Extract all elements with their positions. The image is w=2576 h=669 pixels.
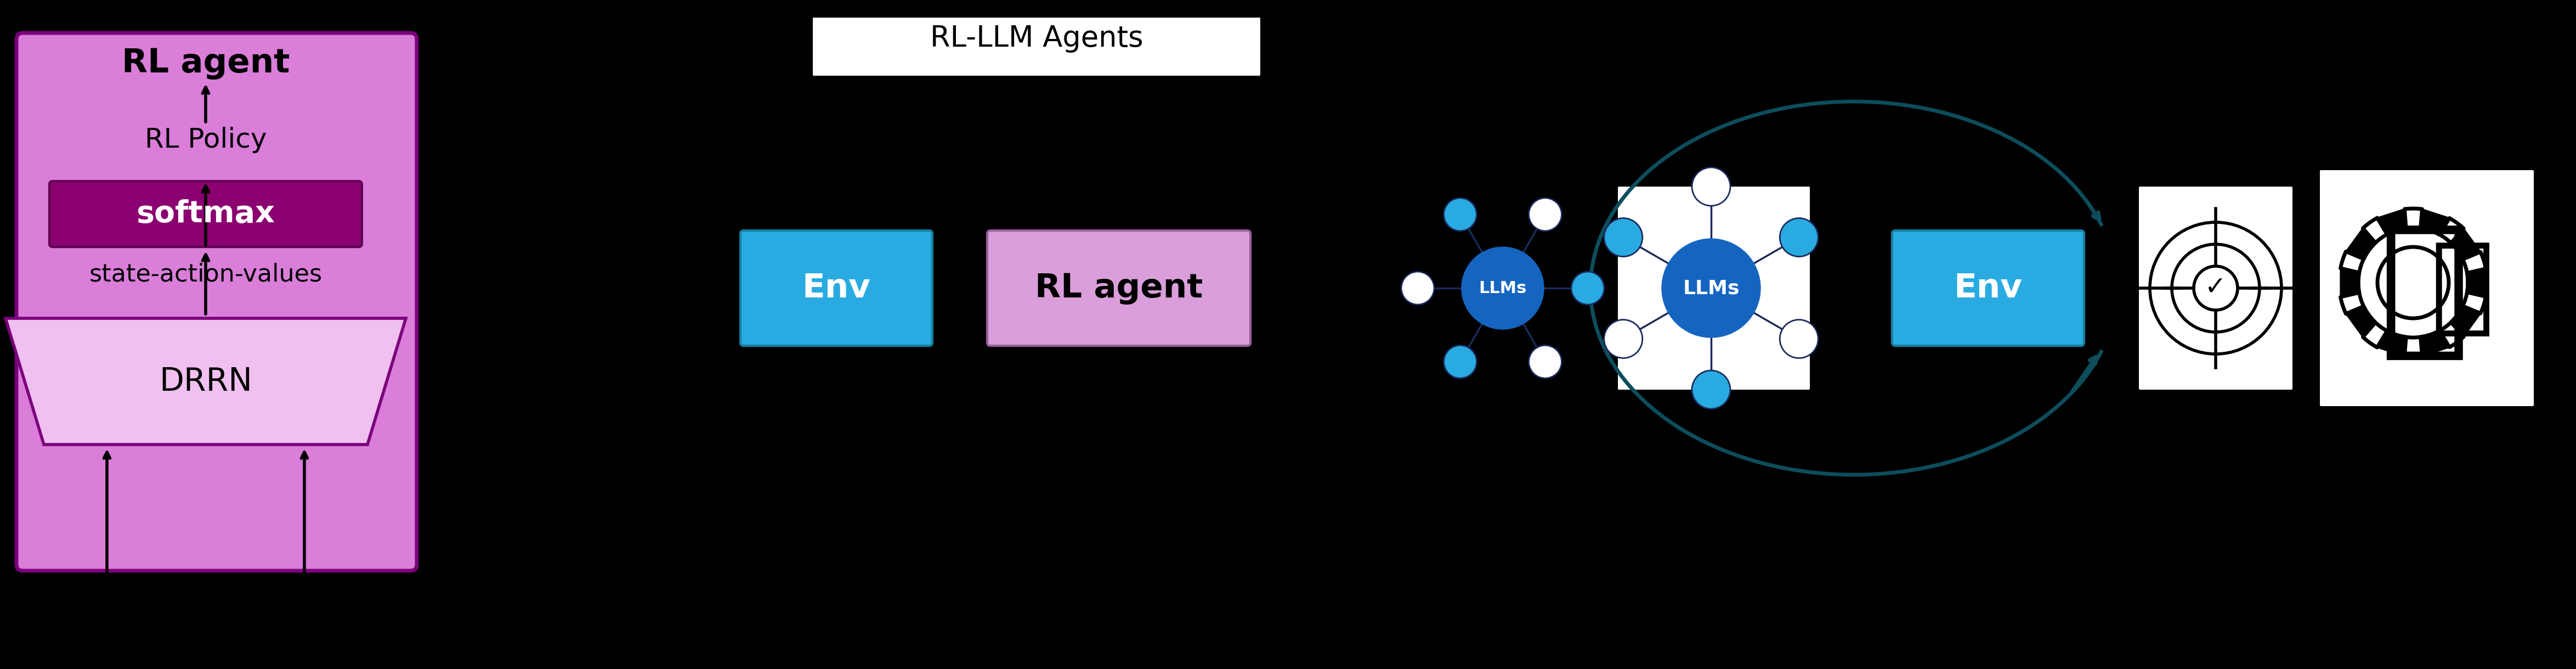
Circle shape [1605, 218, 1643, 257]
Polygon shape [2378, 331, 2406, 356]
Polygon shape [2452, 306, 2481, 336]
Polygon shape [5, 318, 407, 444]
Circle shape [1780, 320, 1819, 358]
Circle shape [1528, 345, 1561, 378]
Polygon shape [2347, 306, 2375, 336]
Polygon shape [2347, 229, 2375, 259]
FancyBboxPatch shape [739, 231, 933, 346]
Polygon shape [2378, 209, 2406, 234]
FancyBboxPatch shape [2321, 170, 2535, 406]
FancyBboxPatch shape [1618, 187, 1811, 389]
Text: RL agent: RL agent [1036, 272, 1203, 304]
Text: LLMs: LLMs [1479, 280, 1528, 296]
FancyBboxPatch shape [2138, 187, 2293, 389]
Circle shape [1571, 272, 1605, 304]
Text: $NLE_{state}$: $NLE_{state}$ [52, 593, 152, 620]
Polygon shape [2339, 270, 2360, 296]
Polygon shape [2452, 229, 2481, 259]
FancyBboxPatch shape [987, 231, 1249, 346]
Polygon shape [2421, 209, 2447, 234]
Circle shape [1605, 320, 1643, 358]
FancyBboxPatch shape [15, 33, 417, 571]
Text: RL agent: RL agent [121, 47, 289, 80]
FancyBboxPatch shape [811, 17, 1262, 77]
Circle shape [1692, 167, 1731, 206]
Circle shape [1692, 371, 1731, 409]
Text: RL Policy: RL Policy [144, 126, 268, 153]
Polygon shape [2468, 270, 2486, 296]
Text: Env: Env [1953, 272, 2022, 304]
Circle shape [1461, 247, 1543, 329]
Text: 🤝: 🤝 [1296, 219, 1370, 341]
Text: $NLE_{action}$: $NLE_{action}$ [247, 593, 361, 620]
Text: LLMs: LLMs [1682, 279, 1739, 298]
Circle shape [1662, 239, 1759, 338]
Circle shape [1443, 345, 1476, 378]
FancyBboxPatch shape [1893, 231, 2084, 346]
Circle shape [1528, 198, 1561, 231]
Circle shape [1780, 218, 1819, 257]
Polygon shape [2421, 331, 2447, 356]
Text: DRRN: DRRN [160, 366, 252, 397]
Text: ✓: ✓ [2205, 276, 2226, 300]
Circle shape [1443, 198, 1476, 231]
Circle shape [1401, 272, 1435, 304]
Text: RL-LLM Agents: RL-LLM Agents [930, 24, 1144, 53]
Text: softmax: softmax [137, 199, 276, 229]
Text: 🤖: 🤖 [2432, 237, 2494, 340]
Text: Env: Env [801, 272, 871, 304]
Text: 👤: 👤 [2378, 217, 2470, 365]
Text: state-action-values: state-action-values [90, 263, 322, 286]
FancyBboxPatch shape [49, 181, 363, 247]
